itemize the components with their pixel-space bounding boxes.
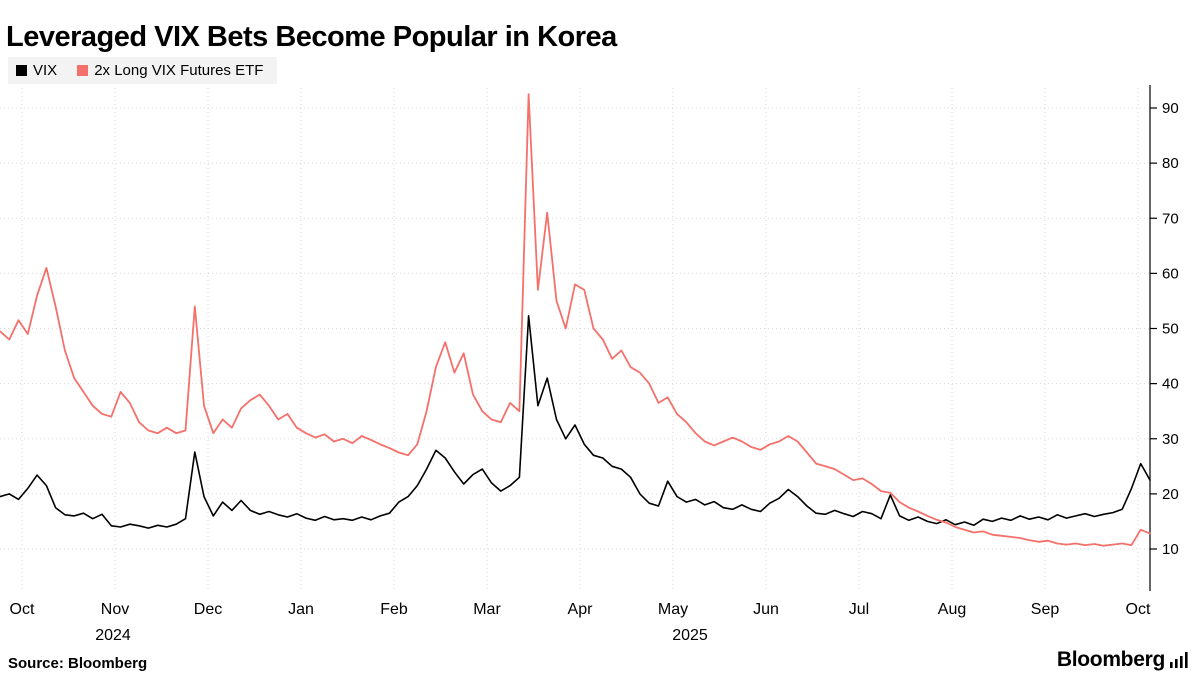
- chart-title: Leveraged VIX Bets Become Popular in Kor…: [6, 21, 617, 54]
- x-tick-label: Sep: [1031, 601, 1060, 618]
- x-tick-label: Apr: [568, 601, 594, 618]
- x-tick-label: Jun: [753, 601, 779, 618]
- legend: VIX 2x Long VIX Futures ETF: [8, 57, 278, 84]
- legend-item-vix: VIX: [16, 62, 57, 79]
- legend-swatch-etf: [77, 65, 89, 76]
- year-label: 2024: [95, 627, 131, 644]
- y-tick-label: 30: [1162, 431, 1179, 448]
- y-tick-label: 70: [1162, 210, 1179, 227]
- etf-line-series: [0, 93, 1151, 547]
- y-tick-label: 80: [1162, 155, 1179, 172]
- bloomberg-logo-text: Bloomberg: [1056, 648, 1165, 671]
- bloomberg-logo: Bloomberg: [1057, 648, 1188, 672]
- vix-line-series: [0, 314, 1151, 529]
- legend-label-vix: VIX: [33, 62, 58, 79]
- bloomberg-logo-icon: [1170, 652, 1188, 668]
- legend-swatch-vix: [16, 65, 27, 76]
- legend-label-etf: 2x Long VIX Futures ETF: [94, 62, 264, 79]
- x-tick-label: May: [658, 601, 688, 618]
- x-tick-label: Feb: [380, 601, 408, 618]
- x-tick-label: Dec: [194, 601, 222, 618]
- x-tick-label: Aug: [938, 601, 966, 618]
- legend-item-etf: 2x Long VIX Futures ETF: [77, 62, 263, 79]
- x-tick-label: Jul: [849, 601, 869, 618]
- y-tick-label: 90: [1162, 100, 1179, 117]
- source-text: Source: Bloomberg: [8, 655, 148, 672]
- x-tick-label: Jan: [288, 601, 314, 618]
- y-tick-label: 50: [1162, 321, 1179, 338]
- y-tick-label: 40: [1162, 376, 1179, 393]
- x-tick-label: Oct: [10, 601, 35, 618]
- y-tick-label: 10: [1162, 541, 1179, 558]
- y-tick-label: 20: [1162, 486, 1179, 503]
- x-tick-label: Nov: [101, 601, 129, 618]
- year-label: 2025: [672, 627, 708, 644]
- y-tick-label: 60: [1162, 265, 1179, 282]
- x-tick-label: Mar: [473, 601, 501, 618]
- x-tick-label: Oct: [1126, 601, 1151, 618]
